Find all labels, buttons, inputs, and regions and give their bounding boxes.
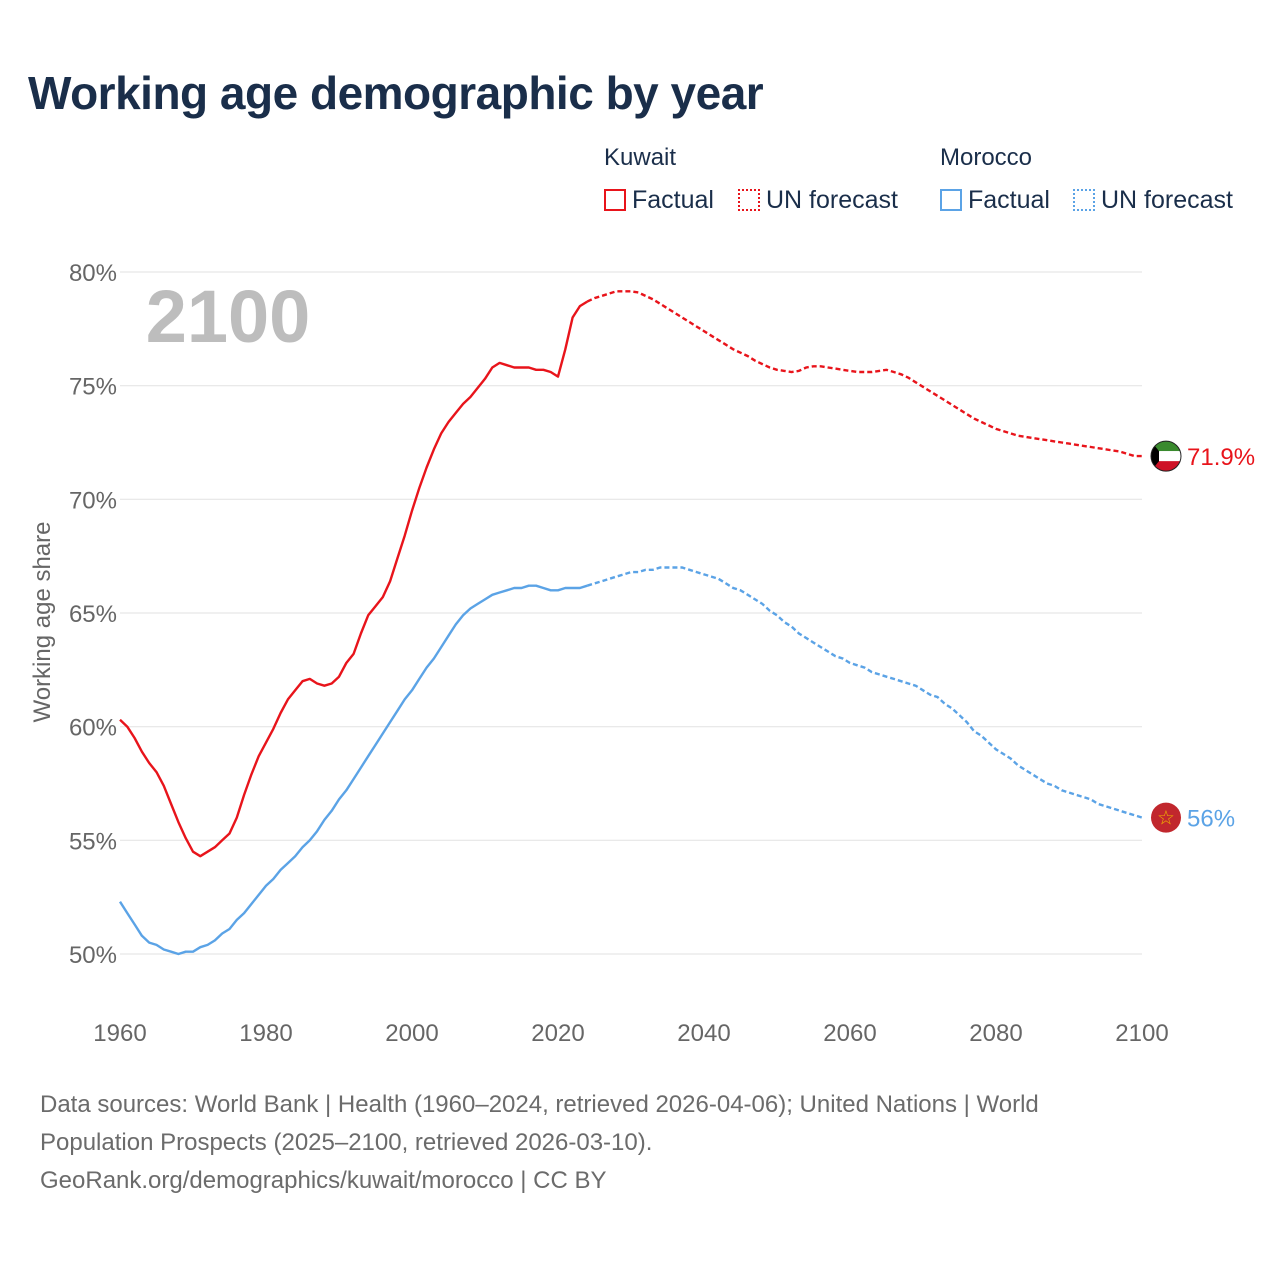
data-sources: Data sources: World Bank | Health (1960–… <box>40 1086 1250 1200</box>
legend-morocco-title: Morocco <box>940 144 1033 171</box>
morocco-flag-icon: ☆ <box>1151 802 1181 833</box>
x-tick-label: 1980 <box>239 1020 292 1047</box>
x-tick-label: 2040 <box>677 1020 730 1047</box>
chart-title: Working age demographic by year <box>28 67 764 119</box>
kuwait-factual-line[interactable] <box>119 300 588 858</box>
sources-line-2: Population Prospects (2025–2100, retriev… <box>40 1129 653 1156</box>
legend-solid-swatch <box>940 189 962 211</box>
y-tick-label: 60% <box>69 715 117 742</box>
svg-text:☆: ☆ <box>1157 808 1175 830</box>
legend-dotted-swatch <box>738 189 760 211</box>
y-tick-label: 70% <box>69 487 117 514</box>
grid-lines <box>120 271 1142 955</box>
x-tick-label: 2060 <box>823 1020 876 1047</box>
legend-label: Factual <box>968 185 1050 214</box>
end-markers: 71.9% ☆ 56% <box>1150 440 1255 833</box>
x-tick-label: 2020 <box>531 1020 584 1047</box>
x-tick-label: 2100 <box>1115 1020 1168 1047</box>
x-tick-label: 1960 <box>93 1020 146 1047</box>
x-tick-label: 2080 <box>969 1020 1022 1047</box>
legend-solid-swatch <box>604 189 626 211</box>
legend-morocco-forecast[interactable]: UN forecast <box>1073 186 1233 214</box>
legend-kuwait-title: Kuwait <box>604 144 677 171</box>
kuwait-forecast-line[interactable] <box>586 290 1142 458</box>
y-tick-label: 50% <box>69 942 117 969</box>
morocco-end-label: 56% <box>1187 806 1235 833</box>
y-tick-label: 65% <box>69 601 117 628</box>
line-chart: 50% 55% 60% 65% 70% 75% 80% 1960 1980 2000 2020 20… <box>29 260 1255 1047</box>
series-lines <box>118 290 1143 956</box>
legend-label: UN forecast <box>766 185 898 214</box>
kuwait-flag-icon <box>1150 440 1182 472</box>
y-axis-ticks: 50% 55% 60% 65% 70% 75% 80% <box>69 260 117 969</box>
y-tick-label: 75% <box>69 374 117 401</box>
x-tick-label: 2000 <box>385 1020 438 1047</box>
y-tick-label: 80% <box>69 260 117 287</box>
legend-morocco-factual[interactable]: Factual <box>940 186 1050 214</box>
sources-line-1: Data sources: World Bank | Health (1960–… <box>40 1091 1039 1118</box>
morocco-factual-line[interactable] <box>118 584 588 956</box>
legend-kuwait-factual[interactable]: Factual <box>604 186 714 214</box>
year-display: 2100 <box>146 275 311 358</box>
kuwait-end-label: 71.9% <box>1187 444 1255 471</box>
y-axis-label: Working age share <box>29 522 56 723</box>
legend-label: UN forecast <box>1101 185 1233 214</box>
y-tick-label: 55% <box>69 828 117 855</box>
morocco-forecast-line[interactable] <box>586 566 1143 819</box>
x-axis-ticks: 1960 1980 2000 2020 2040 2060 2080 2100 <box>93 1020 1168 1047</box>
legend-kuwait-forecast[interactable]: UN forecast <box>738 186 898 214</box>
legend-label: Factual <box>632 185 714 214</box>
sources-line-3[interactable]: GeoRank.org/demographics/kuwait/morocco … <box>40 1167 607 1194</box>
legend-dotted-swatch <box>1073 189 1095 211</box>
